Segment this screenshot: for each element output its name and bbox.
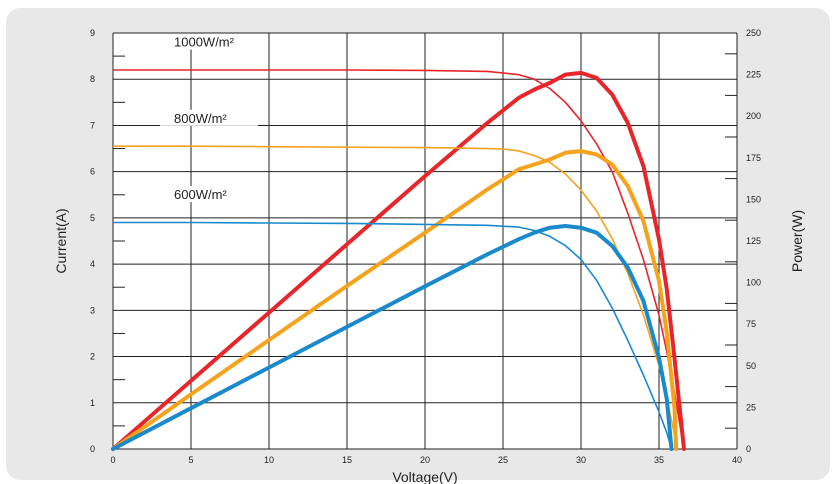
y-tick-label-right: 200: [746, 111, 761, 121]
right-axis-ticks: 0 25 50 75 100 125 150 175 200 225 250: [746, 28, 761, 454]
y-tick-label-right: 75: [746, 319, 756, 329]
x-tick-label: 40: [732, 455, 742, 465]
x-tick-label: 35: [654, 455, 664, 465]
iv-curve: [113, 221, 673, 450]
pv-curve: [111, 149, 679, 451]
left-axis-ticks: 0 1 2 3 4 5 6 7 8 9: [90, 28, 95, 454]
y-tick-label-left: 5: [90, 213, 95, 223]
y-tick-label-right: 25: [746, 402, 756, 412]
curves: [111, 69, 686, 451]
series-label: 600W/m²: [174, 187, 227, 202]
series-labels: 1000W/m² 800W/m² 600W/m²: [160, 33, 258, 203]
y-tick-label-left: 7: [90, 120, 95, 130]
x-axis-ticks: 0 5 10 15 20 25 30 35 40: [110, 455, 742, 465]
x-tick-label: 15: [342, 455, 352, 465]
y-tick-label-right: 125: [746, 236, 761, 246]
iv-curve: [113, 69, 685, 450]
y-tick-label-left: 0: [90, 444, 95, 454]
left-axis-title: Current(A): [53, 208, 69, 273]
y-tick-label-left: 8: [90, 74, 95, 84]
x-tick-label: 30: [576, 455, 586, 465]
y-tick-label-left: 2: [90, 352, 95, 362]
x-tick-label: 0: [110, 455, 115, 465]
y-tick-label-right: 100: [746, 278, 761, 288]
y-tick-label-left: 9: [90, 28, 95, 38]
right-axis-title: Power(W): [789, 210, 805, 272]
y-tick-label-right: 50: [746, 361, 756, 371]
y-tick-label-left: 1: [90, 398, 95, 408]
x-tick-label: 5: [188, 455, 193, 465]
pv-curve: [111, 70, 686, 451]
y-tick-label-left: 6: [90, 167, 95, 177]
series-label-background: [160, 186, 258, 203]
series-label-background: [160, 109, 258, 126]
series-label: 1000W/m²: [174, 35, 235, 50]
x-tick-label: 25: [498, 455, 508, 465]
y-tick-label-left: 3: [90, 305, 95, 315]
x-tick-label: 20: [420, 455, 430, 465]
y-tick-label-right: 250: [746, 28, 761, 38]
y-tick-label-right: 0: [746, 444, 751, 454]
pv-curve: [111, 224, 674, 451]
x-axis-title: Voltage(V): [392, 469, 457, 484]
y-tick-label-left: 4: [90, 259, 95, 269]
iv-curve: [113, 145, 677, 450]
series-label-background: [160, 33, 258, 50]
y-tick-label-right: 225: [746, 70, 761, 80]
y-tick-label-right: 175: [746, 153, 761, 163]
y-tick-label-right: 150: [746, 194, 761, 204]
x-tick-label: 10: [264, 455, 274, 465]
series-label: 800W/m²: [174, 111, 227, 126]
